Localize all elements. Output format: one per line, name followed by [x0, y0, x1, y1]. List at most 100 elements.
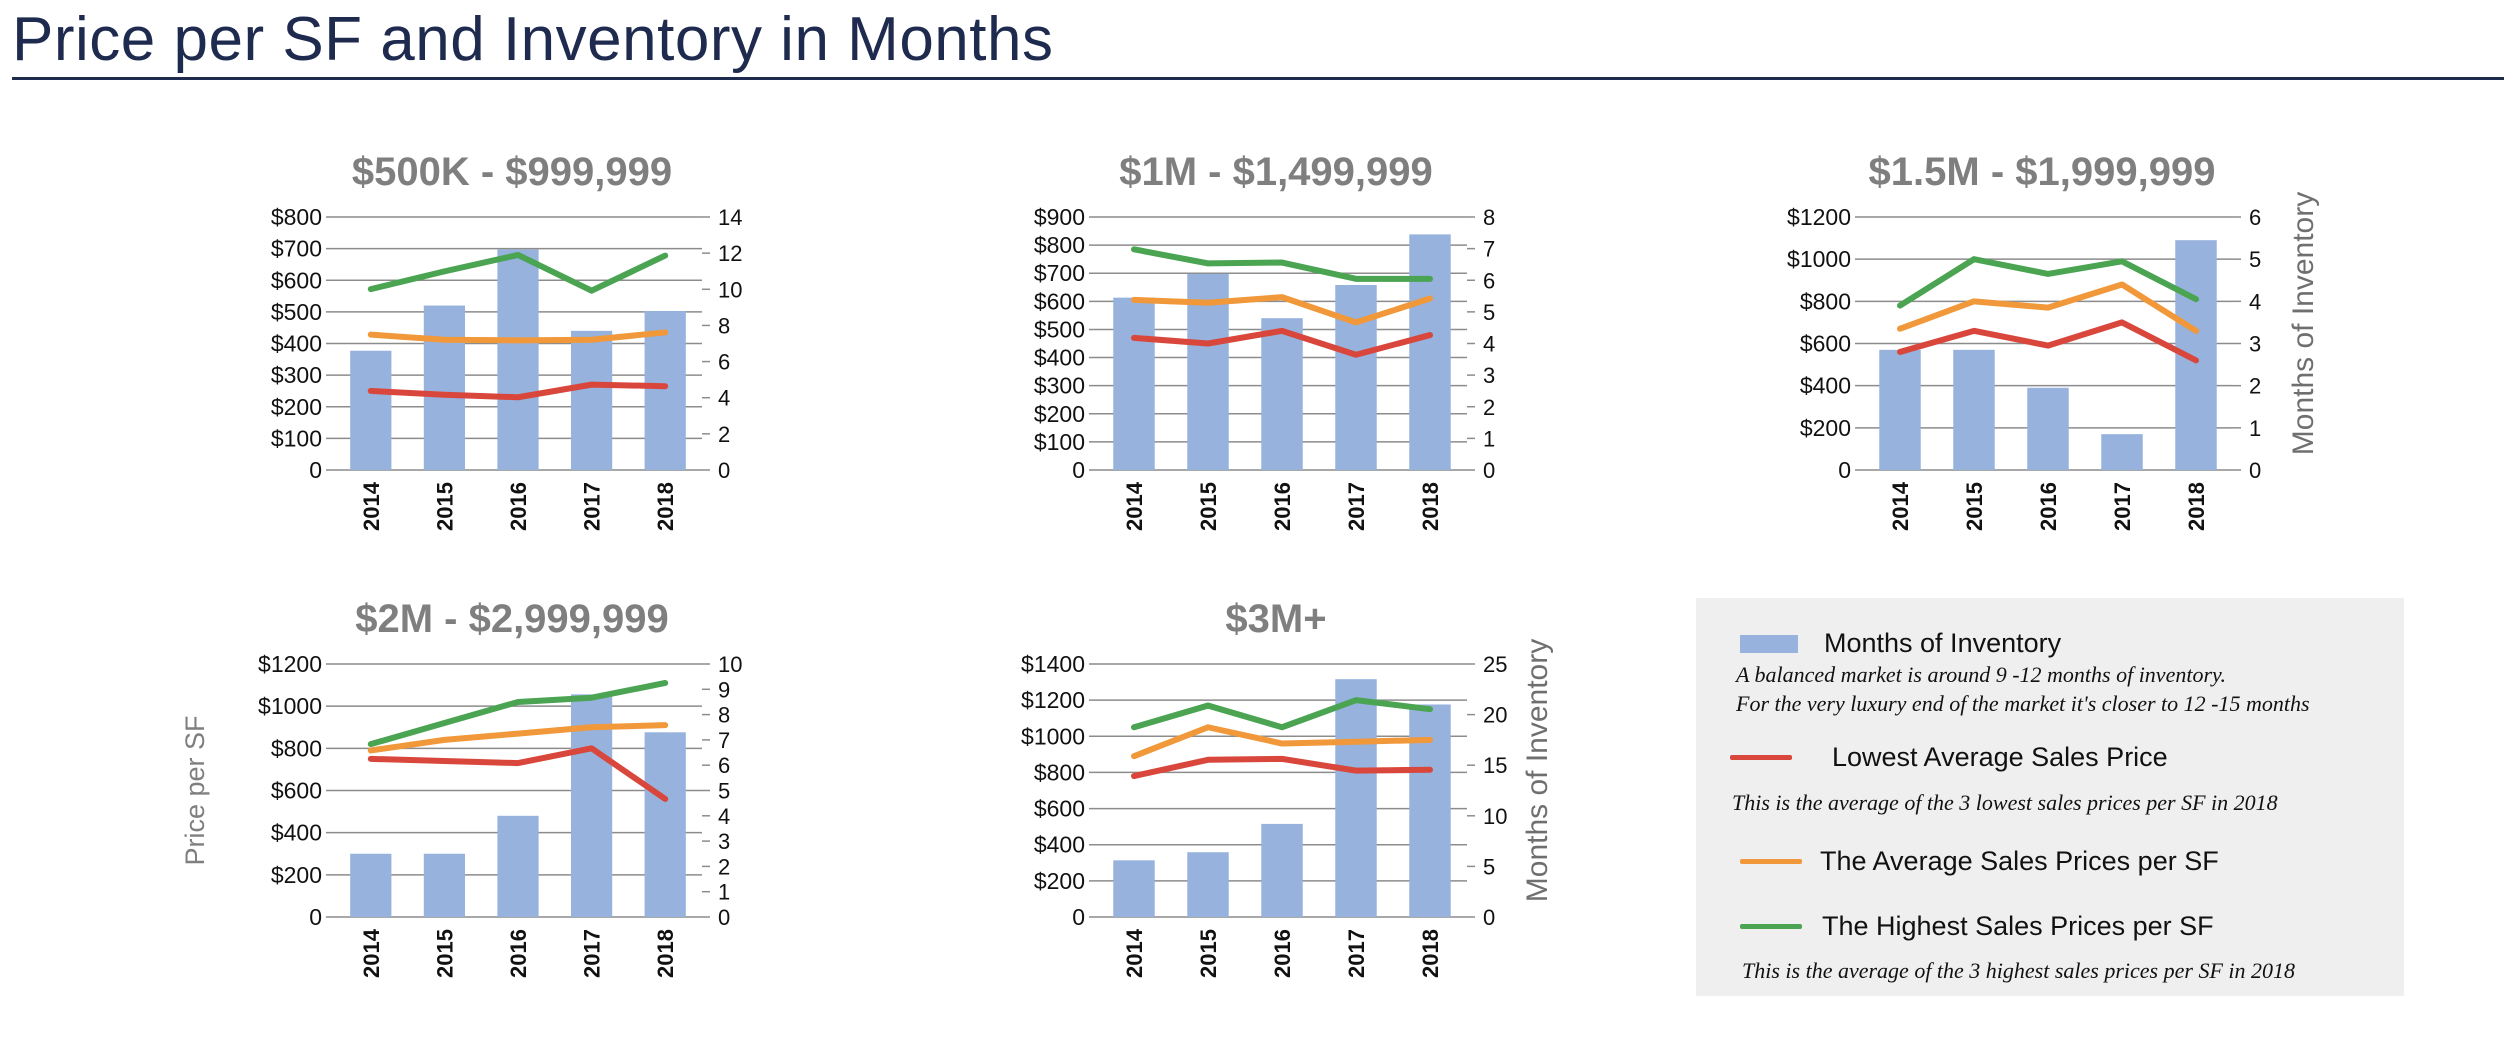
- highest-price-line: [1897, 256, 2199, 309]
- y-tick-label: $800: [1034, 232, 1085, 258]
- y-tick-label: $600: [1034, 288, 1085, 314]
- y2-tick-label: 0: [1483, 905, 1495, 930]
- legend-label-highest: The Highest Sales Prices per SF: [1822, 911, 2214, 941]
- legend-item-inventory: Months of Inventory: [1740, 628, 2061, 659]
- y2-tick-label: 2: [718, 422, 730, 447]
- x-tick-label: 2018: [2184, 482, 2209, 531]
- y2-tick-label: 2: [718, 854, 730, 879]
- y2-tick-label: 8: [718, 313, 730, 338]
- y2-tick-label: 5: [1483, 300, 1495, 325]
- y-tick-label: $100: [271, 425, 322, 451]
- inventory-bar: [497, 815, 539, 917]
- y2-tick-label: 7: [718, 728, 730, 753]
- inventory-bar: [570, 694, 613, 917]
- inventory-bar: [1187, 852, 1229, 917]
- y-tick-label: 0: [1838, 457, 1851, 483]
- x-tick-label: 2014: [1888, 481, 1913, 531]
- y2-tick-label: 12: [718, 241, 742, 266]
- y-tick-label: $800: [271, 204, 322, 230]
- y2-tick-label: 8: [718, 703, 730, 728]
- x-tick-label: 2018: [1418, 482, 1443, 531]
- y-tick-label: $600: [271, 778, 322, 804]
- y2-tick-label: 4: [2249, 289, 2261, 314]
- y2-tick-label: 15: [1483, 753, 1507, 778]
- average-price-line: [367, 329, 669, 344]
- lowest-price-line: [1131, 327, 1433, 358]
- legend-swatch-inventory: [1740, 634, 1798, 653]
- y-tick-label: $200: [271, 394, 322, 420]
- y-tick-label: $100: [1034, 429, 1085, 455]
- y-tick-label: $800: [1034, 759, 1085, 785]
- inventory-bar: [2027, 387, 2069, 470]
- average-price-line: [1131, 294, 1433, 326]
- x-tick-label: 2014: [359, 928, 384, 978]
- y-tick-label: $1400: [1021, 651, 1085, 677]
- y2-tick-label: 10: [718, 277, 742, 302]
- y-tick-label: $800: [271, 735, 322, 761]
- lowest-price-line: [367, 745, 669, 802]
- y2-tick-label: 6: [718, 753, 730, 778]
- y-tick-label: $1200: [258, 651, 322, 677]
- x-tick-label: 2016: [2036, 482, 2061, 531]
- x-tick-label: 2015: [1962, 482, 1987, 531]
- legend-note-highest: This is the average of the 3 highest sal…: [1742, 958, 2295, 983]
- inventory-bar: [1113, 860, 1155, 917]
- legend-note-inventory: A balanced market is around 9 -12 months…: [1736, 660, 2310, 718]
- x-tick-label: 2016: [506, 929, 531, 978]
- average-price-line: [1131, 724, 1433, 760]
- y2-tick-label: 6: [2249, 205, 2261, 230]
- legend-swatch-lowest: [1730, 755, 1792, 760]
- x-tick-label: 2017: [1344, 929, 1369, 978]
- y-tick-label: $400: [271, 820, 322, 846]
- highest-price-line: [1131, 697, 1433, 731]
- legend-item-lowest: Lowest Average Sales Price: [1730, 742, 2168, 773]
- x-tick-label: 2015: [432, 929, 457, 978]
- y2-tick-label: 5: [1483, 854, 1495, 879]
- inventory-bar: [350, 853, 392, 917]
- y2-tick-label: 14: [718, 205, 742, 230]
- y-tick-label: $200: [271, 862, 322, 888]
- y2-axis-title: Months of Inventory: [2287, 192, 2320, 455]
- y-tick-label: $300: [1034, 373, 1085, 399]
- y-axis-title: Price per SF: [180, 715, 210, 865]
- x-tick-label: 2016: [506, 482, 531, 531]
- x-tick-label: 2018: [653, 482, 678, 531]
- x-tick-label: 2015: [432, 482, 457, 531]
- x-tick-label: 2017: [580, 929, 605, 978]
- legend-item-highest: The Highest Sales Prices per SF: [1740, 911, 2214, 942]
- y-tick-label: $200: [1034, 401, 1085, 427]
- legend-note-inventory-line1: A balanced market is around 9 -12 months…: [1736, 662, 2227, 687]
- x-tick-label: 2017: [580, 482, 605, 531]
- y-tick-label: $800: [1800, 288, 1851, 314]
- x-tick-label: 2016: [1270, 482, 1295, 531]
- inventory-bar: [1953, 349, 1995, 470]
- x-tick-label: 2015: [1196, 482, 1221, 531]
- inventory-bar: [350, 350, 392, 470]
- y2-tick-label: 1: [2249, 416, 2261, 441]
- title-divider: [12, 77, 2504, 80]
- y-tick-label: $400: [271, 331, 322, 357]
- lowest-price-line: [1131, 755, 1433, 780]
- y-tick-label: $300: [271, 362, 322, 388]
- x-tick-label: 2014: [359, 481, 384, 531]
- x-tick-label: 2016: [1270, 929, 1295, 978]
- y2-tick-label: 4: [718, 386, 730, 411]
- legend-note-inventory-line2: For the very luxury end of the market it…: [1736, 691, 2310, 716]
- inventory-bar: [644, 732, 686, 917]
- lowest-price-line: [1897, 319, 2199, 364]
- y2-tick-label: 5: [2249, 247, 2261, 272]
- y-tick-label: $600: [271, 267, 322, 293]
- inventory-bar: [644, 310, 686, 470]
- chart-title: $2M - $2,999,999: [355, 597, 669, 641]
- inventory-bar: [1335, 679, 1377, 917]
- y-tick-label: 0: [1072, 904, 1085, 930]
- x-tick-label: 2015: [1196, 929, 1221, 978]
- legend-note-lowest: This is the average of the 3 lowest sale…: [1732, 790, 2278, 815]
- y-tick-label: $1000: [1787, 246, 1851, 272]
- y2-tick-label: 25: [1483, 652, 1507, 677]
- inventory-bar: [1261, 318, 1303, 470]
- inventory-bar: [497, 249, 539, 470]
- y2-tick-label: 0: [1483, 458, 1495, 483]
- inventory-bar: [2101, 434, 2143, 470]
